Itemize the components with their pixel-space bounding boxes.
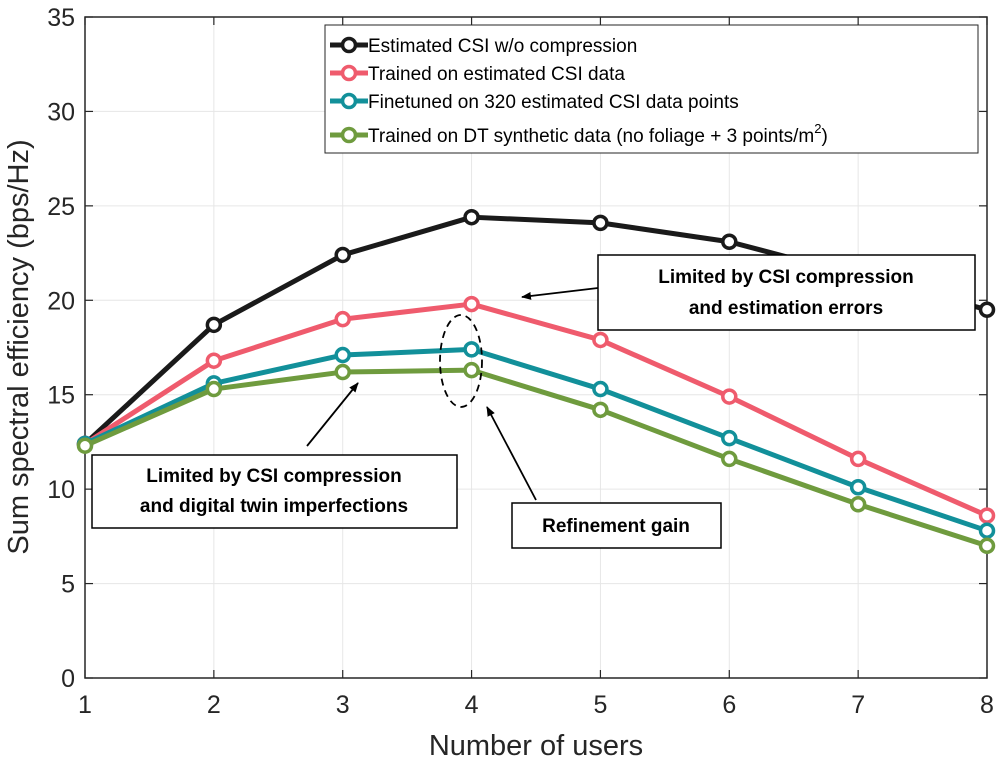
legend-entry-3: Finetuned on 320 estimated CSI data poin… [330, 92, 739, 113]
series-line [83, 367, 988, 549]
legend-label: Estimated CSI w/o compression [368, 36, 637, 57]
x-tick-label: 1 [78, 691, 92, 719]
legend-label: Trained on estimated CSI data [368, 64, 625, 85]
legend-swatch-marker [340, 36, 358, 54]
legend-label-text: Trained on DT synthetic data (no foliage… [368, 126, 814, 147]
axis-ticks: 1 2 3 4 5 6 7 8 0 5 10 15 20 25 30 35 [47, 4, 994, 719]
data-point [849, 450, 867, 468]
y-tick-label: 0 [61, 665, 75, 693]
data-point [76, 437, 94, 454]
y-tick-label: 20 [47, 287, 75, 315]
annotation-box [511, 502, 722, 549]
annotation-compression-estimation: Limited by CSI compression and estimatio… [521, 254, 976, 331]
data-point [978, 522, 996, 539]
data-point [205, 380, 223, 398]
series-layer [76, 208, 996, 555]
data-point [463, 295, 480, 313]
data-point [205, 352, 223, 369]
annotation-line: Limited by CSI compression [658, 267, 914, 288]
annotation-line: and digital twin imperfections [140, 496, 408, 517]
data-point [978, 537, 996, 555]
data-point [463, 341, 480, 358]
legend-label-suffix: ) [821, 126, 827, 147]
data-point [592, 380, 609, 398]
data-point [592, 214, 609, 232]
data-point [978, 507, 996, 524]
annotation-arrow [306, 382, 359, 447]
legend-entry-4: Trained on DT synthetic data (no foliage… [330, 121, 828, 147]
annotation-line: and estimation errors [689, 298, 883, 319]
data-point [721, 450, 738, 468]
legend-entry-1: Estimated CSI w/o compression [330, 36, 637, 57]
data-point [334, 363, 351, 381]
legend-entry-2: Trained on estimated CSI data [330, 64, 625, 85]
y-tick-label: 35 [47, 4, 75, 32]
legend-swatch-marker [340, 64, 358, 82]
series-line [83, 301, 989, 518]
x-tick-label: 3 [336, 691, 350, 719]
series-2 [76, 295, 996, 524]
y-tick-label: 5 [61, 571, 75, 599]
y-tick-label: 30 [47, 98, 75, 126]
data-point [849, 479, 867, 496]
series-line [83, 346, 988, 534]
data-point [721, 429, 738, 447]
y-tick-label: 10 [47, 476, 75, 504]
data-point [205, 316, 223, 334]
data-point [721, 233, 738, 250]
legend: Estimated CSI w/o compression Trained on … [324, 24, 979, 154]
legend-label: Finetuned on 320 estimated CSI data poin… [368, 92, 739, 113]
annotation-refinement: Refinement gain [439, 314, 722, 549]
x-tick-label: 4 [465, 691, 479, 719]
data-point [978, 301, 996, 318]
legend-swatch-marker [340, 92, 358, 110]
plot-frame [84, 16, 988, 679]
legend-label-text: Finetuned on 320 estimated CSI data poin… [368, 92, 739, 113]
data-point [463, 361, 480, 379]
x-tick-label: 8 [980, 691, 994, 719]
data-point [334, 246, 351, 264]
legend-label-text: Estimated CSI w/o compression [368, 36, 637, 57]
refinement-ellipse [439, 314, 483, 408]
annotation-line: Limited by CSI compression [146, 466, 402, 487]
annotation-box [91, 454, 458, 529]
y-tick-label: 25 [47, 193, 75, 221]
x-axis-title: Number of users [429, 730, 643, 762]
annotation-arrow [486, 406, 537, 501]
legend-box [324, 24, 979, 154]
annotation-compression-dt: Limited by CSI compression and digital t… [91, 382, 458, 529]
legend-label: Trained on DT synthetic data (no foliage… [368, 121, 828, 147]
annotation-line: Refinement gain [542, 516, 690, 537]
y-axis-title: Sum spectral efficiency (bps/Hz) [3, 139, 35, 554]
data-point [721, 388, 738, 405]
x-tick-label: 5 [593, 691, 607, 719]
data-point [334, 310, 351, 328]
data-point [592, 401, 609, 419]
x-tick-label: 7 [851, 691, 865, 719]
data-point [592, 331, 609, 349]
x-tick-label: 2 [207, 691, 221, 719]
y-tick-label: 15 [47, 382, 75, 410]
legend-swatch-marker [340, 126, 358, 144]
data-point [463, 208, 480, 226]
data-point [849, 496, 867, 513]
legend-label-superscript: 2 [814, 121, 821, 136]
annotation-arrow [521, 287, 599, 300]
annotation-box [597, 254, 976, 331]
x-tick-label: 6 [722, 691, 736, 719]
legend-label-text: Trained on estimated CSI data [368, 64, 625, 85]
series-4 [76, 361, 996, 555]
data-point [334, 346, 351, 364]
